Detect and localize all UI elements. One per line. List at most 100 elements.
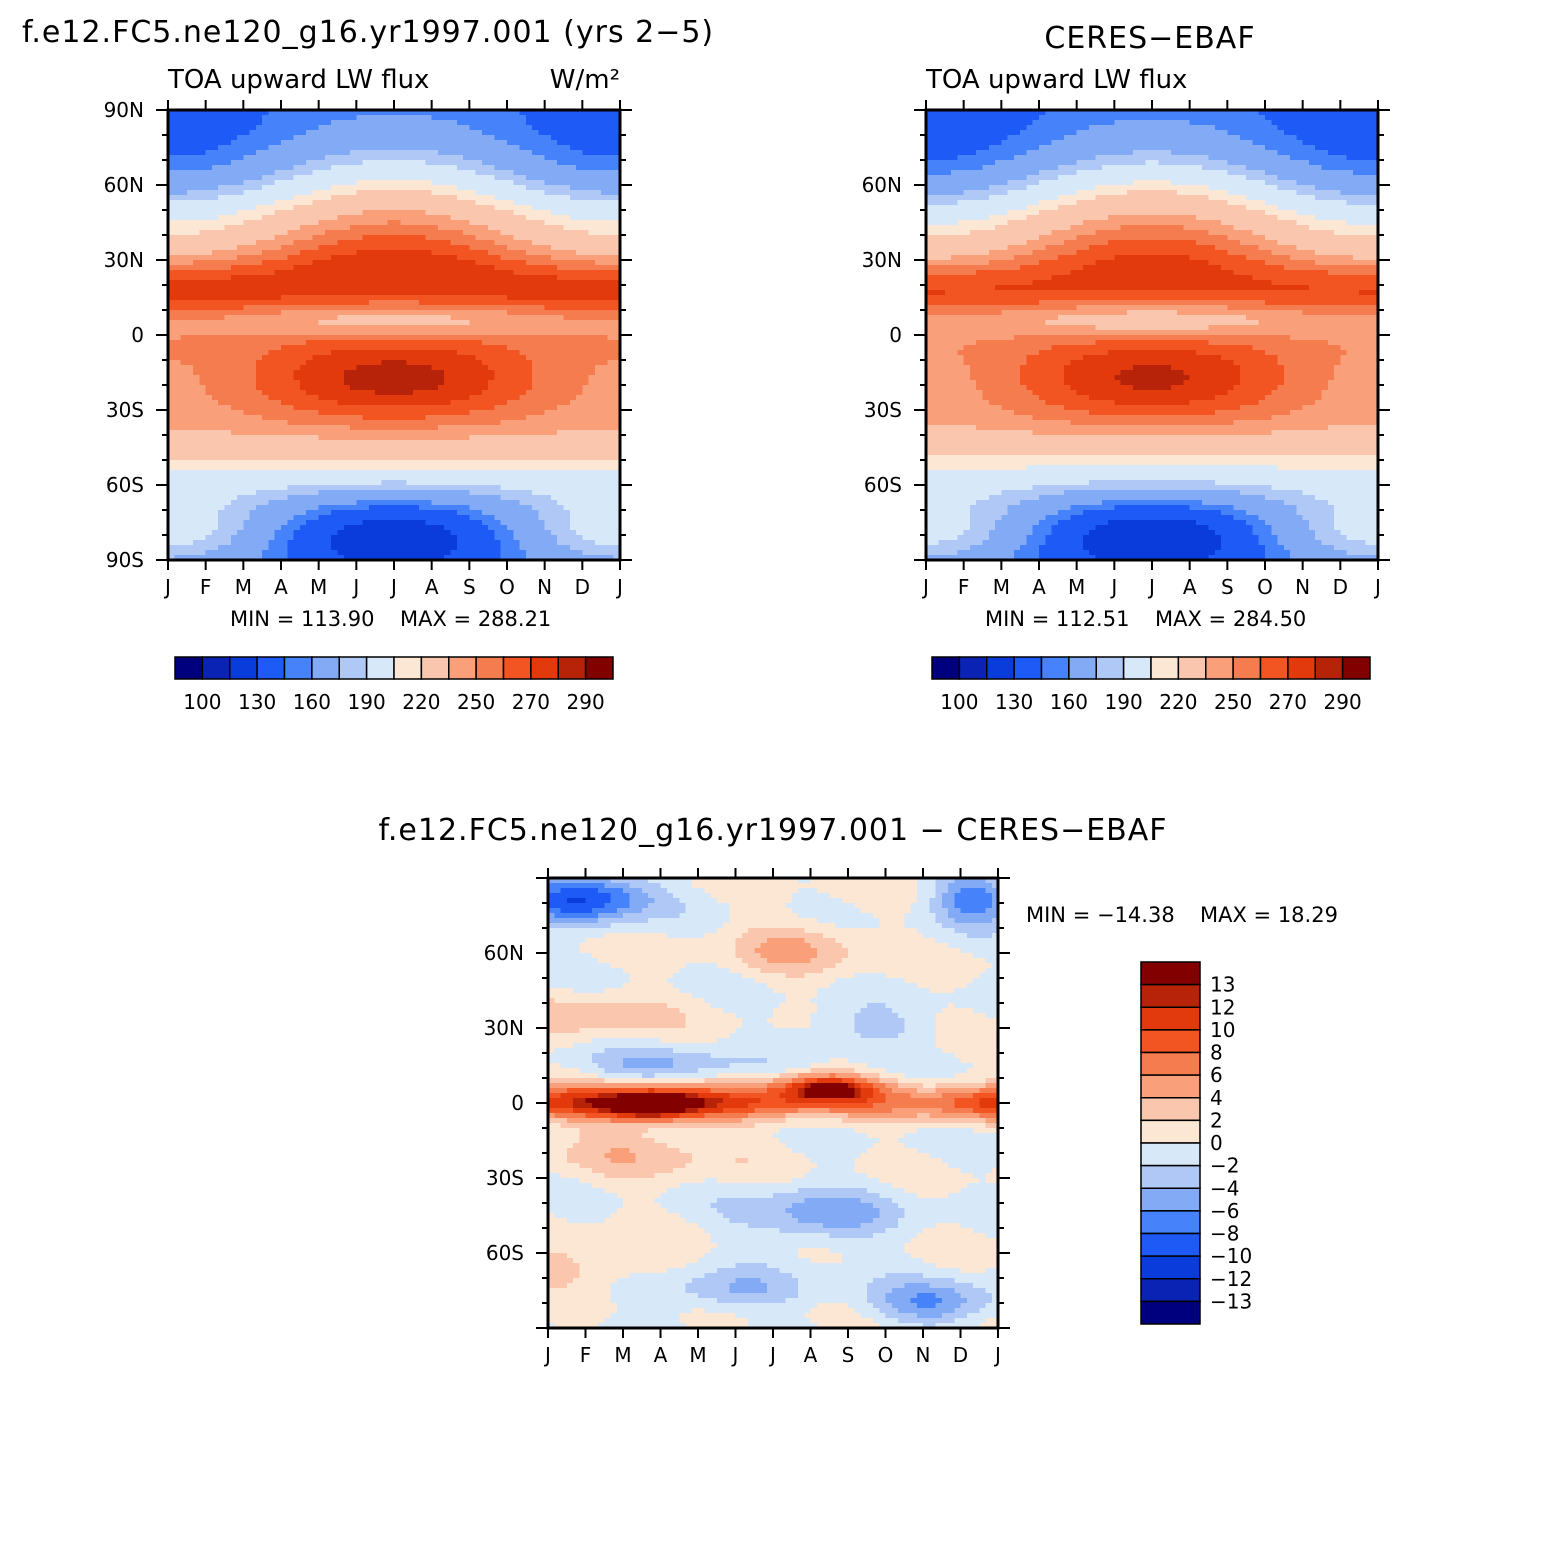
heatmap-cell bbox=[174, 390, 182, 396]
heatmap-cell bbox=[199, 325, 207, 331]
heatmap-cell bbox=[500, 145, 508, 151]
heatmap-cell bbox=[507, 430, 514, 436]
heatmap-cell bbox=[281, 430, 288, 436]
heatmap-cell bbox=[444, 450, 452, 456]
heatmap-cell bbox=[174, 395, 182, 401]
heatmap-cell bbox=[324, 125, 332, 131]
heatmap-cell bbox=[463, 515, 470, 521]
heatmap-cell bbox=[463, 410, 470, 416]
heatmap-cell bbox=[268, 345, 276, 351]
heatmap-cell bbox=[494, 415, 502, 421]
heatmap-cell bbox=[419, 220, 426, 226]
heatmap-cell bbox=[437, 525, 445, 531]
heatmap-cell bbox=[368, 200, 376, 206]
heatmap-cell bbox=[287, 505, 295, 511]
heatmap-cell bbox=[262, 270, 270, 276]
heatmap-cell bbox=[368, 205, 376, 211]
heatmap-cell bbox=[387, 140, 395, 146]
heatmap-cell bbox=[406, 380, 414, 386]
heatmap-cell bbox=[274, 495, 282, 501]
heatmap-cell bbox=[475, 425, 483, 431]
heatmap-cell bbox=[463, 225, 470, 231]
heatmap-cell bbox=[274, 370, 282, 376]
heatmap-cell bbox=[406, 230, 414, 236]
heatmap-cell bbox=[343, 450, 351, 456]
heatmap-cell bbox=[444, 350, 452, 356]
heatmap-cell bbox=[425, 400, 433, 406]
heatmap-cell bbox=[205, 510, 213, 516]
heatmap-cell bbox=[444, 270, 452, 276]
heatmap-cell bbox=[488, 270, 496, 276]
heatmap-cell bbox=[224, 295, 232, 301]
heatmap-cell bbox=[412, 150, 420, 156]
heatmap-cell bbox=[475, 300, 483, 306]
heatmap-cell bbox=[431, 270, 439, 276]
heatmap-cell bbox=[419, 520, 426, 526]
heatmap-cell bbox=[481, 430, 489, 436]
heatmap-cell bbox=[218, 250, 226, 256]
heatmap-cell bbox=[318, 190, 326, 196]
heatmap-cell bbox=[387, 225, 395, 231]
heatmap-cell bbox=[356, 255, 364, 261]
heatmap-cell bbox=[230, 425, 238, 431]
heatmap-cell bbox=[381, 115, 389, 121]
heatmap-cell bbox=[494, 220, 502, 226]
heatmap-cell bbox=[293, 400, 301, 406]
heatmap-cell bbox=[218, 305, 226, 311]
heatmap-cell bbox=[463, 445, 470, 451]
heatmap-cell bbox=[356, 445, 364, 451]
heatmap-cell bbox=[205, 385, 213, 391]
heatmap-cell bbox=[262, 535, 270, 541]
heatmap-cell bbox=[350, 275, 357, 281]
heatmap-cell bbox=[174, 160, 182, 166]
heatmap-cell bbox=[444, 510, 452, 516]
heatmap-cell bbox=[343, 230, 351, 236]
heatmap-cell bbox=[168, 375, 175, 381]
heatmap-cell bbox=[186, 270, 194, 276]
heatmap-cell bbox=[224, 170, 232, 176]
heatmap-cell bbox=[186, 520, 194, 526]
heatmap-cell bbox=[274, 375, 282, 381]
heatmap-cell bbox=[513, 120, 521, 126]
heatmap-cell bbox=[368, 365, 376, 371]
heatmap-cell bbox=[174, 275, 182, 281]
heatmap-cell bbox=[193, 300, 200, 306]
heatmap-cell bbox=[368, 435, 376, 441]
heatmap-cell bbox=[368, 290, 376, 296]
heatmap-cell bbox=[475, 385, 483, 391]
heatmap-cell bbox=[475, 135, 483, 141]
heatmap-cell bbox=[425, 320, 433, 326]
heatmap-cell bbox=[218, 180, 226, 186]
heatmap-cell bbox=[456, 490, 464, 496]
heatmap-cell bbox=[375, 430, 383, 436]
heatmap-cell bbox=[507, 200, 514, 206]
heatmap-cell bbox=[381, 490, 389, 496]
heatmap-cell bbox=[293, 455, 301, 461]
heatmap-cell bbox=[350, 145, 357, 151]
heatmap-cell bbox=[387, 475, 395, 481]
heatmap-cell bbox=[299, 365, 307, 371]
heatmap-cell bbox=[262, 145, 270, 151]
heatmap-cell bbox=[324, 170, 332, 176]
heatmap-cell bbox=[218, 235, 226, 241]
heatmap-cell bbox=[243, 255, 251, 261]
heatmap-cell bbox=[356, 190, 364, 196]
heatmap-cell bbox=[186, 530, 194, 536]
heatmap-cell bbox=[306, 520, 313, 526]
heatmap-cell bbox=[224, 480, 232, 486]
heatmap-cell bbox=[494, 235, 502, 241]
heatmap-cell bbox=[437, 215, 445, 221]
heatmap-cell bbox=[475, 370, 483, 376]
heatmap-cell bbox=[343, 530, 351, 536]
heatmap-cell bbox=[287, 390, 295, 396]
heatmap-cell bbox=[412, 320, 420, 326]
heatmap-cell bbox=[437, 520, 445, 526]
heatmap-cell bbox=[243, 340, 251, 346]
heatmap-cell bbox=[205, 535, 213, 541]
heatmap-cell bbox=[444, 135, 452, 141]
heatmap-cell bbox=[168, 200, 175, 206]
heatmap-cell bbox=[368, 540, 376, 546]
heatmap-cell bbox=[287, 355, 295, 361]
heatmap-cell bbox=[318, 380, 326, 386]
heatmap-cell bbox=[343, 295, 351, 301]
